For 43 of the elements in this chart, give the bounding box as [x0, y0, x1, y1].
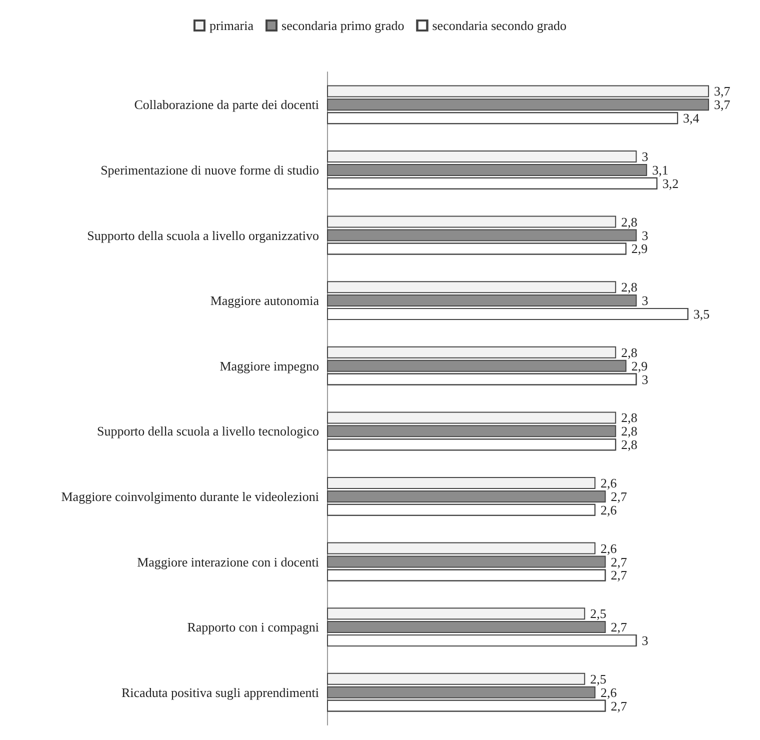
data-label: 3 [642, 228, 648, 243]
data-label: 2,8 [621, 437, 638, 452]
legend-label: secondaria secondo grado [432, 18, 567, 33]
data-label: 2,7 [610, 698, 628, 714]
data-label: 3,7 [714, 84, 731, 99]
data-label: 2,7 [610, 554, 628, 570]
data-label: 2,9 [631, 358, 648, 374]
data-label: 2,8 [621, 344, 638, 360]
y-tick-label: Maggiore interazione con i docenti [137, 554, 320, 570]
data-label: 2,6 [600, 684, 618, 700]
data-label: 2,6 [600, 540, 618, 556]
data-label: 2,7 [610, 488, 628, 504]
data-label: 2,5 [590, 606, 606, 622]
data-label: 3 [642, 293, 648, 308]
data-label: 3,4 [683, 110, 700, 126]
y-tick-label: Supporto della scuola a livello organizzativo [87, 228, 319, 243]
data-label: 2,8 [621, 410, 638, 426]
data-label: 2,8 [621, 280, 638, 295]
y-tick-label: Rapporto con i compagni [187, 620, 320, 635]
data-label: 2,6 [600, 502, 618, 518]
legend-label: secondaria primo grado [282, 18, 404, 33]
data-label: 2,8 [621, 214, 638, 230]
data-label: 3 [642, 372, 648, 387]
y-tick-label: Ricaduta positiva sugli apprendimenti [122, 684, 320, 700]
legend-label: primaria [209, 18, 254, 33]
data-label: 3,1 [652, 162, 668, 178]
data-label: 3,5 [693, 306, 710, 322]
y-tick-label: Maggiore autonomia [210, 293, 320, 308]
y-tick-label: Collaborazione da parte dei docenti [134, 97, 320, 112]
y-tick-label: Sperimentazione di nuove forme di studio [100, 162, 319, 178]
data-label: 3 [642, 149, 648, 164]
y-tick-label: Maggiore impegno [220, 358, 319, 374]
data-label: 2,7 [610, 568, 628, 583]
data-label: 2,5 [590, 671, 606, 686]
data-label: 3 [642, 632, 648, 648]
data-label: 2,8 [621, 424, 638, 439]
data-label: 2,7 [610, 620, 628, 635]
data-label: 3,7 [714, 97, 731, 112]
data-label: 3,2 [662, 176, 679, 191]
data-label: 2,6 [600, 476, 618, 491]
data-label: 2,9 [631, 241, 648, 256]
y-tick-label: Maggiore coinvolgimento durante le videolezioni [61, 488, 320, 504]
y-tick-label: Supporto della scuola a livello tecnologico [96, 424, 319, 439]
